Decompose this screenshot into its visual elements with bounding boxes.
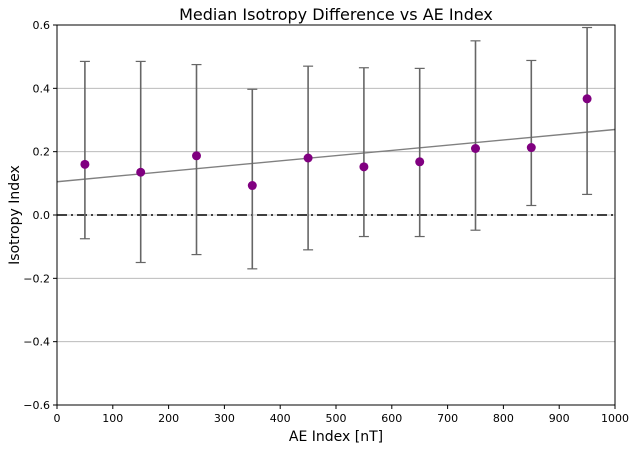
y-tick-label: −0.4 [23, 336, 50, 349]
y-tick-label: 0.4 [33, 82, 51, 95]
data-point [359, 162, 369, 172]
y-tick-label: 0.2 [33, 146, 51, 159]
x-tick-label: 500 [326, 412, 347, 425]
y-tick-label: −0.6 [23, 399, 50, 412]
data-point [582, 94, 592, 104]
data-point [415, 157, 425, 167]
x-tick-label: 900 [549, 412, 570, 425]
trend-line-group [56, 128, 616, 183]
x-tick-label: 200 [158, 412, 179, 425]
data-point [471, 144, 480, 153]
grid-lines [57, 87, 615, 343]
x-tick-label: 600 [381, 412, 402, 425]
data-point [526, 143, 536, 153]
data-point [192, 151, 201, 161]
y-axis-label: Isotropy Index [7, 165, 23, 265]
error-bars [79, 26, 593, 270]
data-point [80, 159, 90, 169]
x-tick-label: 300 [214, 412, 235, 425]
x-tick-label: 1000 [601, 412, 629, 425]
y-axis-ticks: −0.6 −0.4 −0.2 0.0 0.2 0.4 0.6 [23, 19, 57, 412]
x-tick-label: 700 [437, 412, 458, 425]
y-tick-label: 0.0 [33, 209, 51, 222]
x-axis-ticks: 0 100 200 300 400 500 600 700 800 900 1000 [54, 405, 629, 425]
data-markers [80, 94, 592, 191]
chart-title: Median Isotropy Difference vs AE Index [179, 5, 493, 24]
x-tick-label: 0 [54, 412, 61, 425]
trend-line [56, 128, 616, 183]
y-tick-label: 0.6 [33, 19, 51, 32]
x-tick-label: 800 [493, 412, 514, 425]
x-axis-label: AE Index [nT] [289, 429, 383, 445]
data-point [247, 181, 257, 191]
data-point [136, 167, 146, 177]
data-point [303, 153, 313, 163]
x-tick-label: 100 [102, 412, 123, 425]
y-tick-label: −0.2 [23, 272, 50, 285]
x-tick-label: 400 [270, 412, 291, 425]
